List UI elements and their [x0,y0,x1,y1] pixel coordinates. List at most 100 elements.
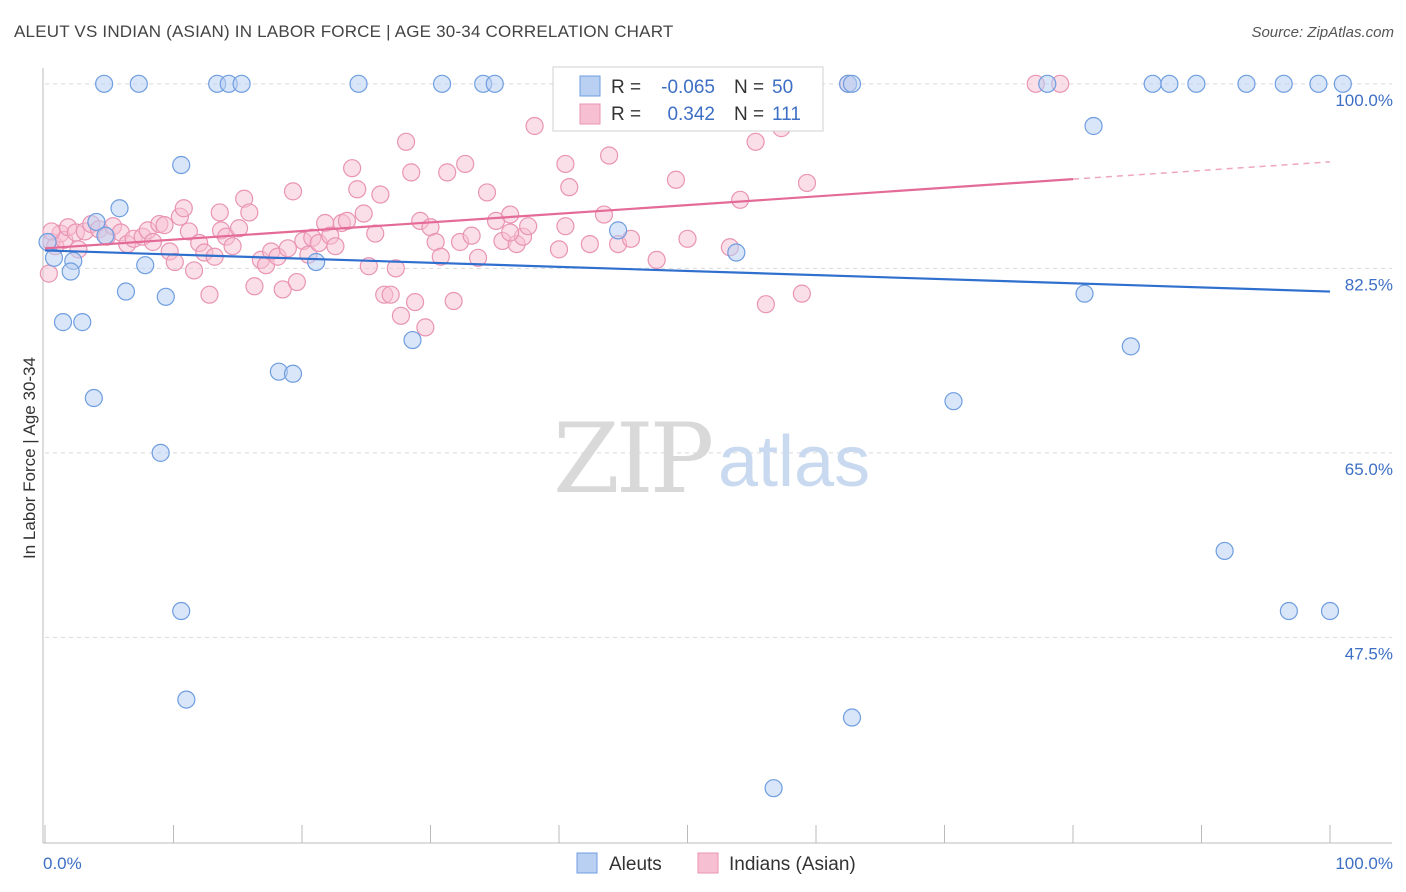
pink-point-101 [792,284,811,303]
pink-point-108 [556,217,575,236]
y-tick-label-2: 82.5% [1345,275,1393,294]
x-tick-labels: 0.0% 100.0% [43,854,1393,873]
y-tick-label-1: 65.0% [1345,460,1393,479]
blue-point-40 [283,364,303,383]
blue-point-36 [1075,284,1094,303]
pink-point-37 [245,277,264,296]
blue-point-43 [151,443,170,462]
pink-trend-extension [1072,161,1331,180]
trend-lines [44,161,1331,293]
pink-point-60 [371,185,390,204]
pink-point-59 [366,224,385,243]
pink-point-26 [184,261,204,280]
pink-point-34 [229,219,249,238]
pink-point-52 [326,237,345,256]
pink-point-100 [756,295,775,314]
bottom-legend: Aleuts Indians (Asian) [576,852,856,875]
pink-point-104 [797,173,817,193]
blue-point-50 [764,779,783,798]
pink-point-90 [580,234,599,254]
legend-r-value-1: -0.065 [661,77,715,98]
blue-point-1 [129,74,148,93]
blue-point-45 [172,601,191,621]
watermark-zip: ZIP [553,403,712,515]
watermark-atlas: atlas [718,422,870,502]
blue-point-11 [1038,74,1057,93]
pink-point-109 [621,229,641,248]
blue-point-31 [53,313,73,332]
pink-point-22 [165,252,184,272]
blue-point-15 [1237,74,1256,93]
pink-point-20 [155,216,174,235]
legend-n-value-2: 111 [772,104,801,125]
grid-lines [45,83,1392,638]
legend-r-label-1: R = [611,77,641,98]
blue-point-13 [1160,74,1179,93]
y-tick-label-0: 47.5% [1345,644,1393,663]
pink-point-54 [337,211,357,230]
pink-point-97 [678,229,697,248]
blue-point-49 [842,708,862,727]
blue-point-0 [95,74,114,93]
bottom-legend-swatch-aleuts [576,852,598,874]
blue-point-44 [1215,541,1234,561]
blue-point-28 [61,262,80,281]
blue-point-14 [1187,74,1206,93]
pink-point-88 [556,154,575,174]
blue-point-4 [232,74,251,93]
pink-point-29 [200,285,219,304]
pink-point-79 [477,183,497,202]
pink-point-33 [223,237,242,256]
blue-point-47 [1320,601,1340,621]
pink-point-77 [462,226,481,245]
blue-point-46 [1279,601,1298,621]
blue-point-41 [84,388,103,408]
blue-point-48 [177,690,196,709]
legend-swatch-aleuts [579,75,601,97]
pink-point-56 [348,180,367,199]
blue-point-5 [349,74,368,93]
pink-point-110 [210,203,229,222]
pink-point-91 [594,205,614,224]
blue-point-18 [1333,74,1352,93]
blue-point-37 [403,330,422,350]
blue-point-32 [73,313,92,332]
pink-point-92 [600,146,619,165]
blue-point-34 [609,221,628,240]
pink-point-72 [431,247,450,266]
blue-point-16 [1274,74,1293,93]
x-tick-label-max: 100.0% [1335,854,1393,873]
y-tick-label-3: 100.0% [1335,91,1393,110]
y-tick-labels: 47.5% 65.0% 82.5% 100.0% [1335,91,1393,664]
x-tick-label-min: 0.0% [43,854,82,873]
watermark: ZIP atlas [553,403,870,515]
pink-point-62 [381,285,400,304]
pink-point-24 [174,199,193,218]
pink-point-43 [278,239,297,258]
blue-trend-line [44,249,1331,293]
pink-point-74 [444,291,463,311]
pink-point-57 [354,204,373,223]
pink-point-96 [666,170,686,189]
y-axis-title: In Labor Force | Age 30-34 [20,357,39,559]
pink-point-86 [525,116,544,136]
legend-n-label-2: N = [734,104,764,125]
blue-point-21 [110,199,129,218]
pink-point-99 [731,190,750,209]
blue-point-24 [44,248,64,267]
pink-point-44 [283,182,303,201]
pink-point-69 [416,318,435,337]
source-label: Source: ZipAtlas.com [1251,24,1394,41]
pink-point-0 [39,264,58,283]
pink-point-42 [273,280,292,299]
blue-point-6 [432,74,452,93]
blue-point-42 [944,392,963,411]
blue-point-35 [727,243,746,262]
blue-point-30 [156,287,175,306]
pink-point-95 [647,250,666,270]
blue-point-27 [307,252,326,272]
blue-point-8 [485,74,504,93]
blue-point-38 [1121,337,1140,356]
pink-point-55 [343,159,362,178]
